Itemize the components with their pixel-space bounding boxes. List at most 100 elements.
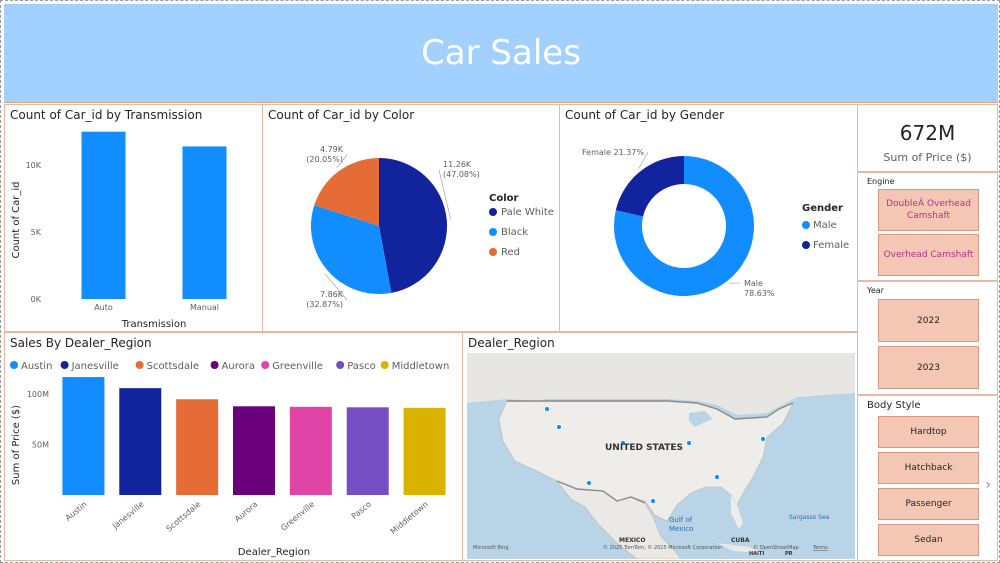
- map-point[interactable]: [620, 440, 626, 446]
- legend-item-label: Red: [501, 247, 520, 258]
- x-tick-label: Manual: [190, 303, 219, 312]
- transmission-chart-panel[interactable]: Count of Car_id by Transmission 0K 5K 10K A…: [4, 104, 263, 332]
- map-point[interactable]: [586, 480, 592, 486]
- region-chart-title: Sales By Dealer_Region: [10, 336, 152, 350]
- map-point[interactable]: [714, 474, 720, 480]
- bar-manual[interactable]: [182, 146, 227, 299]
- bar-aurora[interactable]: [233, 406, 275, 495]
- body-style-slicer[interactable]: Body Style Hardtop Hatchback Passenger S…: [857, 395, 998, 561]
- map-cuba: [717, 543, 763, 553]
- color-chart-panel[interactable]: Count of Car_id by Color 11.26K (47.08%) 7…: [262, 104, 560, 332]
- map-label-haiti: HAITI: [749, 551, 764, 557]
- legend-item-label: Pale White: [501, 207, 554, 218]
- legend-marker: [380, 361, 389, 369]
- bar-janesville[interactable]: [119, 388, 162, 495]
- gender-chart-title: Count of Car_id by Gender: [565, 108, 725, 122]
- map-great-lakes: [689, 411, 713, 427]
- dealer-region-map-panel[interactable]: Dealer_Region: [462, 332, 858, 561]
- x-tick-label: Austin: [64, 500, 89, 523]
- legend-marker: [210, 361, 219, 369]
- legend-title: Gender: [802, 203, 843, 214]
- map-point[interactable]: [544, 406, 550, 412]
- region-bar-chart[interactable]: Austin Janesville Scottsdale Aurora Greenvil…: [5, 333, 463, 561]
- kpi-label: Sum of Price ($): [883, 151, 972, 164]
- bar-pasco[interactable]: [346, 407, 389, 495]
- donut-slice-male[interactable]: [614, 156, 754, 296]
- map-title: Dealer_Region: [468, 336, 555, 350]
- legend-marker: [135, 361, 144, 369]
- y-tick-label: 5K: [31, 228, 42, 237]
- legend-item-label: Male: [813, 220, 837, 231]
- legend-marker: [489, 228, 497, 236]
- pie-data-pct: (20.05%): [306, 155, 343, 164]
- year-option-2022[interactable]: 2022: [878, 299, 979, 342]
- y-axis-title: Count of Car_id: [11, 181, 22, 258]
- legend-item-label: Scottsdale: [147, 361, 199, 372]
- map-border-south: [556, 480, 646, 504]
- color-pie-chart[interactable]: 11.26K(47.08%) 7.86K(32.87%) 4.79K(20.05%)…: [263, 105, 560, 332]
- engine-option-doha[interactable]: DoubleÂ Overhead Camshaft: [878, 189, 979, 231]
- donut-data-pct: 78.63%: [744, 289, 775, 298]
- bar-middletown[interactable]: [403, 407, 446, 495]
- map-label-mexico: MEXICO: [619, 537, 645, 544]
- pie-slice-black[interactable]: [311, 205, 392, 294]
- next-page-icon[interactable]: ›: [985, 477, 991, 493]
- map-point[interactable]: [686, 440, 692, 446]
- map-terms-link[interactable]: Terms: [812, 545, 828, 551]
- map-point[interactable]: [760, 436, 766, 442]
- map-label-pr: PR: [785, 551, 793, 557]
- pie-slice-pale-white[interactable]: [379, 158, 447, 293]
- body-option-hardtop[interactable]: Hardtop: [878, 416, 979, 448]
- pie-data-label: 7.86K: [320, 290, 344, 299]
- dealer-region-map[interactable]: UNITED STATES Gulf of Mexico MEXICO CUBA…: [467, 353, 855, 559]
- engine-slicer[interactable]: Engine DoubleÂ Overhead Camshaft Overhea…: [857, 172, 998, 281]
- map-label-usa: UNITED STATES: [605, 443, 683, 453]
- pie-leader-line: [438, 169, 451, 220]
- legend-marker: [261, 361, 270, 369]
- x-tick-label: Pasco: [350, 500, 373, 522]
- engine-option-oha[interactable]: Overhead Camshaft: [878, 234, 979, 276]
- engine-slicer-title: Engine: [867, 177, 895, 186]
- y-axis-title: Sum of Price ($): [11, 405, 22, 485]
- legend-item-label: Janesville: [71, 361, 119, 372]
- legend-item-label: Aurora: [222, 361, 255, 372]
- x-tick-label: Scottsdale: [165, 500, 203, 534]
- legend-item-label: Black: [501, 227, 528, 238]
- kpi-value: 672M: [899, 121, 956, 145]
- body-option-sedan[interactable]: Sedan: [878, 524, 979, 556]
- region-chart-panel[interactable]: Sales By Dealer_Region Austin Janesville S…: [4, 332, 463, 561]
- x-tick-label: Auto: [94, 303, 113, 312]
- map-bing-logo: Microsoft Bing: [473, 545, 509, 551]
- legend-item-label: Middletown: [392, 361, 450, 372]
- legend-marker: [489, 208, 497, 216]
- donut-slice-female[interactable]: [615, 156, 684, 217]
- gender-chart-panel[interactable]: Count of Car_id by Gender Male 78.63% Fema…: [559, 104, 858, 332]
- x-tick-label: Middletown: [389, 500, 430, 537]
- year-slicer-title: Year: [867, 286, 884, 295]
- bar-auto[interactable]: [81, 131, 126, 299]
- map-point[interactable]: [556, 424, 562, 430]
- report-title: Car Sales: [421, 33, 581, 73]
- body-option-passenger[interactable]: Passenger: [878, 488, 979, 520]
- x-tick-label: Aurora: [233, 500, 259, 524]
- y-tick-label: 50M: [32, 441, 49, 450]
- legend-marker: [802, 221, 810, 229]
- map-florida: [731, 495, 743, 529]
- body-option-hatchback[interactable]: Hatchback: [878, 452, 979, 484]
- y-tick-label: 10K: [26, 161, 42, 170]
- map-point[interactable]: [650, 498, 656, 504]
- bar-scottsdale[interactable]: [176, 399, 219, 495]
- map-label-cuba: CUBA: [731, 537, 750, 544]
- bar-austin[interactable]: [62, 377, 105, 495]
- year-option-2023[interactable]: 2023: [878, 346, 979, 389]
- kpi-card: 672M Sum of Price ($): [857, 104, 998, 172]
- year-slicer[interactable]: Year 2022 2023: [857, 281, 998, 395]
- legend-marker: [60, 361, 69, 369]
- x-axis-title: Dealer_Region: [238, 547, 310, 558]
- y-tick-label: 100M: [27, 390, 49, 399]
- bar-greenville[interactable]: [289, 406, 332, 495]
- pie-slice-red[interactable]: [314, 158, 379, 226]
